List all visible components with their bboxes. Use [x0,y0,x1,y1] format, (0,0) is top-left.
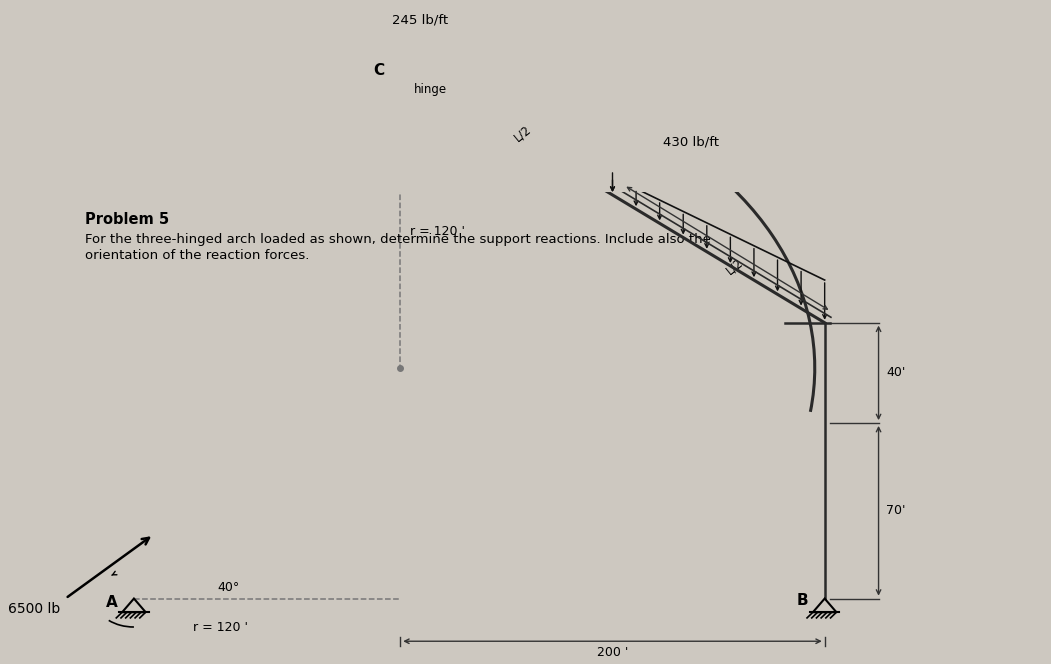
Text: 40': 40' [886,367,906,379]
Text: 245 lb/ft: 245 lb/ft [392,13,448,27]
Text: 70': 70' [886,504,906,517]
Circle shape [392,62,408,73]
Text: r = 120 ': r = 120 ' [410,225,466,238]
Polygon shape [812,598,837,612]
Text: For the three-hinged arch loaded as shown, determine the support reactions. Incl: For the three-hinged arch loaded as show… [85,233,710,246]
Text: 200 ': 200 ' [597,645,628,659]
Text: orientation of the reaction forces.: orientation of the reaction forces. [85,248,309,262]
Text: L/2: L/2 [512,123,534,144]
Text: 430 lb/ft: 430 lb/ft [663,135,719,149]
Text: A: A [105,596,118,610]
Text: B: B [797,593,808,608]
Polygon shape [122,598,146,612]
Text: 40°: 40° [218,582,240,594]
Text: hinge: hinge [414,83,447,96]
Text: Problem 5: Problem 5 [85,212,169,226]
Text: r = 120 ': r = 120 ' [192,622,248,634]
Text: 6500 lb: 6500 lb [8,602,61,616]
Text: C: C [373,63,385,78]
Text: L/2: L/2 [724,256,746,278]
